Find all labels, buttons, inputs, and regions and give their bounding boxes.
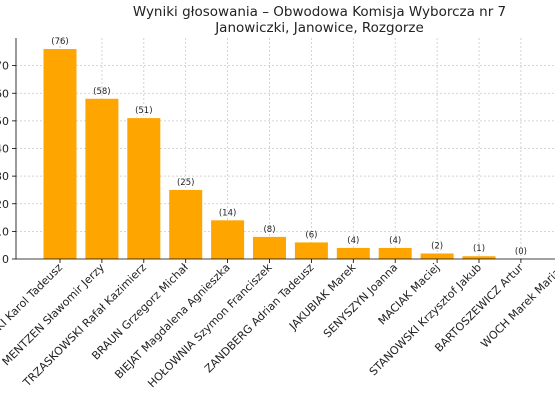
data-label: (2)	[431, 241, 443, 251]
data-label: (6)	[305, 230, 317, 240]
x-tick-label: SENYSZYN Joanna	[321, 261, 400, 340]
y-tick-label: 20	[0, 198, 9, 211]
bar	[127, 118, 161, 259]
y-tick-label: 0	[2, 253, 9, 266]
data-label: (51)	[135, 106, 152, 116]
labels: 010203040506070(76)NAWROCKI Karol Tadeus…	[0, 37, 555, 390]
y-tick-label: 60	[0, 87, 9, 100]
data-label: (58)	[93, 87, 110, 97]
bar	[420, 253, 454, 259]
data-label: (1)	[473, 244, 485, 254]
data-label: (4)	[389, 236, 401, 246]
bar	[462, 256, 496, 259]
y-tick-label: 70	[0, 60, 9, 73]
data-label: (4)	[347, 236, 359, 246]
bar	[294, 242, 328, 259]
data-label: (14)	[219, 208, 236, 218]
y-tick-label: 30	[0, 170, 9, 183]
bar	[43, 49, 77, 259]
chart-title-line-1: Wyniki głosowania – Obwodowa Komisja Wyb…	[132, 4, 507, 20]
bar	[169, 189, 203, 259]
y-tick-label: 50	[0, 115, 9, 128]
bar	[211, 220, 245, 259]
bar	[336, 247, 370, 259]
bar	[378, 247, 412, 259]
bars	[43, 49, 496, 260]
chart-title-line-2: Janowiczki, Janowice, Rozgorze	[215, 20, 424, 36]
axes	[12, 38, 555, 263]
bar	[253, 236, 286, 259]
data-label: (0)	[515, 247, 527, 257]
y-tick-label: 10	[0, 225, 9, 238]
data-label: (8)	[263, 225, 275, 235]
data-label: (76)	[51, 37, 68, 47]
y-tick-label: 40	[0, 143, 9, 156]
bar	[85, 98, 119, 260]
data-label: (25)	[177, 178, 194, 188]
